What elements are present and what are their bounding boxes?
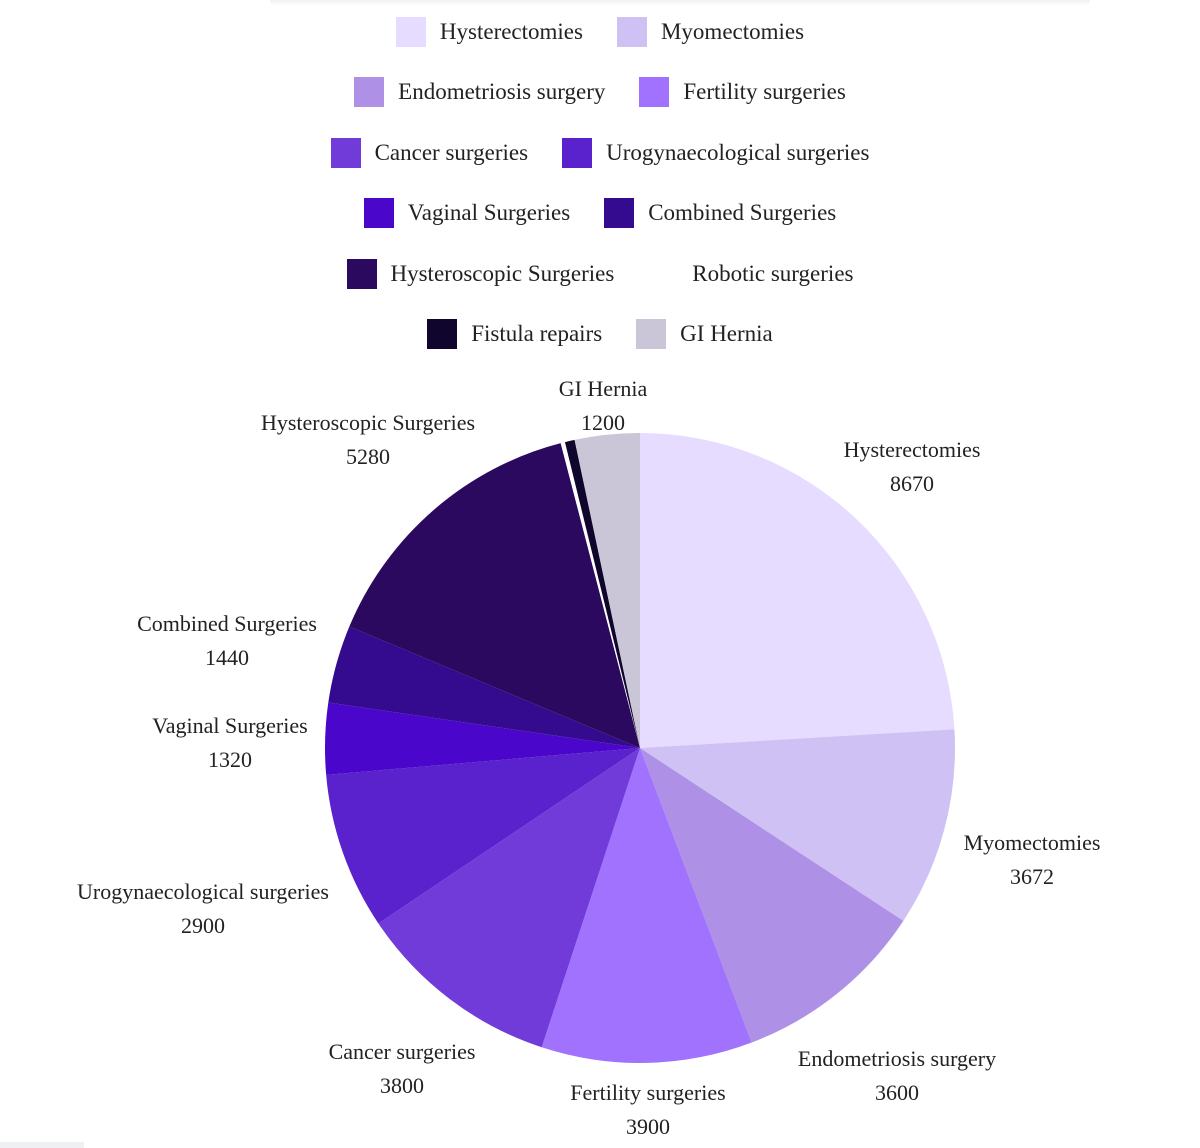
data-value-gi-hernia: 1200 <box>581 410 625 435</box>
pie-slice-hysteroscopic-surgeries[interactable] <box>349 443 640 748</box>
legend-swatch <box>346 259 377 289</box>
legend-swatch <box>562 138 593 168</box>
data-label-vaginal-surgeries: Vaginal Surgeries <box>152 713 307 738</box>
legend-swatch <box>354 77 385 107</box>
legend-swatch <box>604 198 635 228</box>
data-label-combined-surgeries: Combined Surgeries <box>137 611 317 636</box>
pie-slice-vaginal-surgeries[interactable] <box>325 702 640 775</box>
data-label-hysteroscopic-surgeries: Hysteroscopic Surgeries <box>261 410 475 435</box>
pie-slice-fertility-surgeries[interactable] <box>541 748 752 1064</box>
data-label-cancer-surgeries: Cancer surgeries <box>329 1039 476 1064</box>
pie-slice-robotic-surgeries[interactable] <box>560 442 640 748</box>
legend-item-endometriosis-surgery[interactable]: Endometriosis surgery <box>354 77 605 107</box>
legend-label: Hysterectomies <box>439 19 583 44</box>
data-label-fertility-surgeries: Fertility surgeries <box>570 1080 725 1105</box>
pie-slices <box>325 433 956 1064</box>
legend-label: Urogynaecological surgeries <box>606 140 870 165</box>
pie-slice-endometriosis-surgery[interactable] <box>640 748 904 1043</box>
data-label-hysterectomies: Hysterectomies <box>844 437 981 462</box>
data-value-cancer-surgeries: 3800 <box>380 1073 424 1098</box>
legend-row: Hysterectomies Myomectomies <box>0 12 1200 52</box>
legend-row: Fistula repairs GI Hernia <box>0 314 1200 354</box>
legend-item-robotic-surgeries[interactable]: Robotic surgeries <box>648 259 853 289</box>
legend-label: Myomectomies <box>660 19 805 44</box>
legend-swatch <box>427 319 458 349</box>
legend-label: GI Hernia <box>680 321 773 346</box>
data-value-hysterectomies: 8670 <box>890 471 934 496</box>
pie-slice-hysterectomies[interactable] <box>640 433 955 748</box>
legend-item-myomectomies[interactable]: Myomectomies <box>616 17 805 47</box>
legend-row: Vaginal Surgeries Combined Surgeries <box>0 193 1200 233</box>
legend-item-hysteroscopic-surgeries[interactable]: Hysteroscopic Surgeries <box>346 259 615 289</box>
legend-label: Fistula repairs <box>471 321 603 346</box>
pie-slice-gi-hernia[interactable] <box>574 433 640 748</box>
legend-label: Robotic surgeries <box>692 261 854 286</box>
legend-label: Cancer surgeries <box>374 140 529 165</box>
data-label-myomectomies: Myomectomies <box>964 830 1101 855</box>
legend-swatch <box>330 138 361 168</box>
data-value-hysteroscopic-surgeries: 5280 <box>346 444 390 469</box>
pie-slice-cancer-surgeries[interactable] <box>378 748 640 1048</box>
legend-label: Fertility surgeries <box>683 79 846 104</box>
legend-swatch <box>363 198 394 228</box>
data-label-gi-hernia: GI Hernia <box>559 376 648 401</box>
bottom-bar <box>0 1142 84 1148</box>
pie-slice-fistula-repairs[interactable] <box>564 439 640 748</box>
legend-item-gi-hernia[interactable]: GI Hernia <box>636 319 773 349</box>
data-label-endometriosis-surgery: Endometriosis surgery <box>798 1046 996 1071</box>
legend-item-cancer-surgeries[interactable]: Cancer surgeries <box>330 138 529 168</box>
pie-slice-combined-surgeries[interactable] <box>328 626 640 748</box>
legend-row: Cancer surgeries Urogynaecological surger… <box>0 133 1200 173</box>
data-value-urogynaecological-surgeries: 2900 <box>181 913 225 938</box>
legend-item-fistula-repairs[interactable]: Fistula repairs <box>427 319 602 349</box>
data-value-vaginal-surgeries: 1320 <box>208 747 252 772</box>
legend-row: Endometriosis surgery Fertility surgeries <box>0 72 1200 112</box>
data-value-endometriosis-surgery: 3600 <box>875 1080 919 1105</box>
legend-item-fertility-surgeries[interactable]: Fertility surgeries <box>639 77 846 107</box>
pie-labels: Hysterectomies 8670 Myomectomies 3672 Endome… <box>77 376 1100 1139</box>
pie-chart: Hysterectomies 8670 Myomectomies 3672 Endome… <box>77 376 1100 1139</box>
legend-item-vaginal-surgeries[interactable]: Vaginal Surgeries <box>363 198 571 228</box>
legend-label: Hysteroscopic Surgeries <box>390 261 615 286</box>
legend-swatch <box>639 77 670 107</box>
legend-item-hysterectomies[interactable]: Hysterectomies <box>395 17 583 47</box>
pie-slice-myomectomies[interactable] <box>640 729 956 921</box>
legend-swatch <box>395 17 426 47</box>
legend-label: Endometriosis surgery <box>398 79 606 104</box>
data-label-urogynaecological-surgeries: Urogynaecological surgeries <box>77 879 329 904</box>
data-value-myomectomies: 3672 <box>1010 864 1054 889</box>
pie-slice-urogynaecological-surgeries[interactable] <box>326 748 640 924</box>
legend-swatch <box>636 319 667 349</box>
data-value-combined-surgeries: 1440 <box>205 645 249 670</box>
legend-item-combined-surgeries[interactable]: Combined Surgeries <box>604 198 836 228</box>
legend-label: Combined Surgeries <box>648 200 837 225</box>
top-shadow <box>270 0 1090 6</box>
legend-swatch <box>648 259 679 289</box>
legend-swatch <box>616 17 647 47</box>
legend-label: Vaginal Surgeries <box>407 200 571 225</box>
data-value-fertility-surgeries: 3900 <box>626 1114 670 1139</box>
legend-row: Hysteroscopic Surgeries Robotic surgeries <box>0 254 1200 294</box>
legend-item-urogynaecological-surgeries[interactable]: Urogynaecological surgeries <box>562 138 869 168</box>
